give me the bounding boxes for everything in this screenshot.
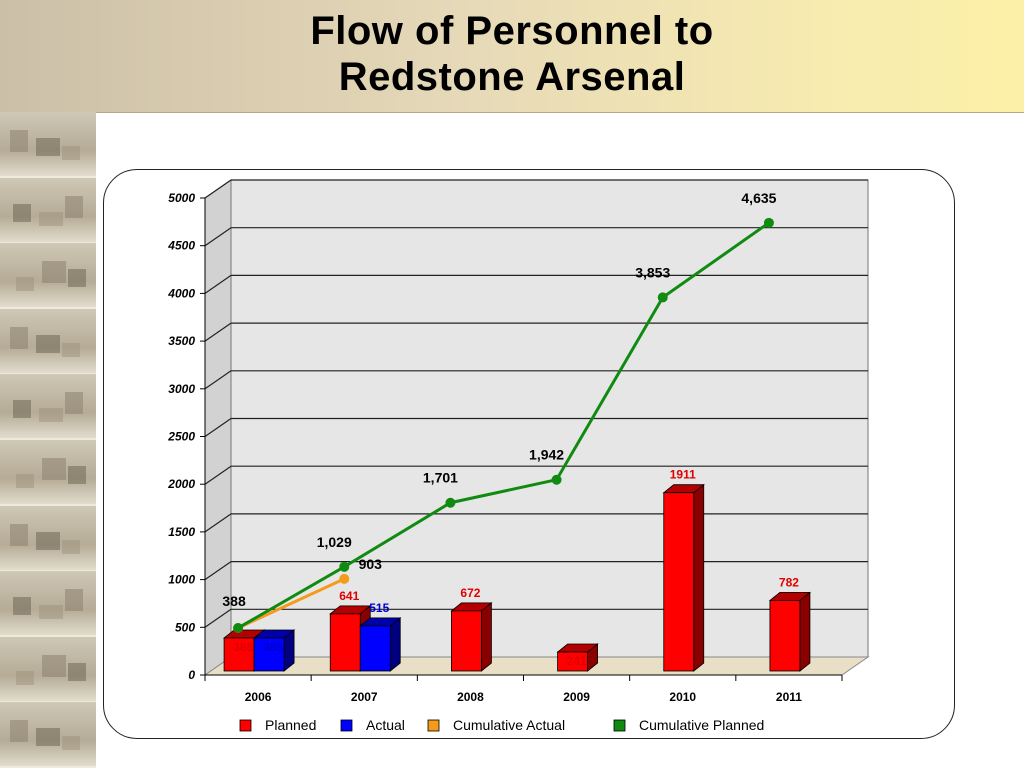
bar-side-planned-2011 <box>799 591 811 672</box>
soldiers-photo-icon <box>0 505 96 572</box>
title-bar: Flow of Personnel to Redstone Arsenal <box>0 0 1024 113</box>
bar-planned-2006 <box>223 637 255 672</box>
data-label-planned-2009: 241 <box>567 654 587 668</box>
line-cumulative-planned <box>237 221 770 630</box>
missile-photo-icon <box>0 571 96 638</box>
y-tick-label: 3500 <box>168 334 195 348</box>
legend-swatch-cumulative-planned <box>613 719 626 732</box>
legend-label-cumulative-actual: Cumulative Actual <box>453 717 565 733</box>
bar-planned-2009 <box>557 651 588 672</box>
y-tick-label: 1000 <box>168 573 195 587</box>
data-label-planned-2011: 782 <box>779 575 799 589</box>
aircraft-photo-icon <box>0 308 96 375</box>
y-tick-label: 2500 <box>167 430 195 444</box>
bar-side-planned-2010 <box>693 483 705 672</box>
gridline-side <box>204 274 232 294</box>
page-title: Flow of Personnel to Redstone Arsenal <box>0 8 1024 100</box>
decorative-photo-strip <box>0 112 96 768</box>
nasa-sign-photo-icon <box>0 440 96 506</box>
officers-photo-icon <box>0 374 96 441</box>
gridline-side <box>204 370 232 390</box>
data-label-planned-2007: 641 <box>339 589 359 603</box>
point-cumulative-planned-2008 <box>445 497 456 508</box>
legend-label-planned: Planned <box>265 717 316 733</box>
gridline-side <box>204 322 232 342</box>
page-title-line-2: Redstone Arsenal <box>338 55 686 99</box>
y-tick-label: 4000 <box>167 286 195 300</box>
data-label-planned-2008: 672 <box>460 586 480 600</box>
bar-side-planned-2008 <box>481 602 492 672</box>
bar-planned-2008 <box>451 610 482 672</box>
x-tick-label-2009: 2009 <box>563 690 590 704</box>
point-cumulative-planned-2006 <box>233 622 244 633</box>
building-photo-icon <box>0 177 96 244</box>
y-tick-label: 500 <box>175 620 195 634</box>
point-cumulative-planned-2007 <box>339 561 350 572</box>
data-label-cumulative-planned-2008: 1,701 <box>423 470 458 486</box>
x-tick-label-2008: 2008 <box>457 690 484 704</box>
y-tick-label: 0 <box>188 668 195 682</box>
bar-planned-2011 <box>769 599 801 672</box>
data-label-actual-2006: 388 <box>263 640 283 654</box>
page-title-line-1: Flow of Personnel to <box>310 9 714 53</box>
bar-actual-2006 <box>253 637 285 672</box>
bar-planned-2007 <box>329 613 361 672</box>
bar-actual-2007 <box>359 625 391 672</box>
data-label-cumulative-actual-2006: 388 <box>222 593 246 609</box>
truck-photo-icon <box>0 702 96 768</box>
gridline-side <box>204 513 232 533</box>
data-label-cumulative-planned-2010: 3,853 <box>635 264 670 280</box>
data-label-cumulative-planned-2007: 1,029 <box>317 534 352 550</box>
y-tick-label: 4500 <box>167 239 195 253</box>
gridline-side <box>204 608 232 628</box>
bar-planned-2010 <box>663 492 695 672</box>
rocket-photo-icon <box>0 243 96 310</box>
gridline-side <box>204 179 232 199</box>
data-label-cumulative-planned-2011: 4,635 <box>741 190 776 206</box>
warehouse-photo-icon <box>0 112 96 178</box>
y-tick-label: 3000 <box>168 382 195 396</box>
point-cumulative-planned-2011 <box>763 217 774 228</box>
x-tick-label-2006: 2006 <box>245 690 272 704</box>
x-tick-label-2007: 2007 <box>351 690 378 704</box>
point-cumulative-planned-2010 <box>657 292 668 303</box>
gridline-side <box>204 227 232 247</box>
y-tick-label: 1500 <box>168 525 195 539</box>
point-cumulative-planned-2009 <box>551 474 562 485</box>
data-label-actual-2007: 515 <box>369 601 389 615</box>
helicopter-photo-icon <box>0 636 96 703</box>
data-label-planned-2006: 388 <box>233 640 253 654</box>
bar-side-actual-2007 <box>389 617 401 672</box>
legend-label-actual: Actual <box>366 717 405 733</box>
legend-swatch-planned <box>239 719 252 732</box>
legend-swatch-cumulative-actual <box>427 719 440 732</box>
data-label-planned-2010: 1911 <box>670 468 696 482</box>
legend-label-cumulative-planned: Cumulative Planned <box>639 717 764 733</box>
y-tick-label: 5000 <box>168 191 195 205</box>
x-tick-label-2010: 2010 <box>669 690 696 704</box>
gridline-side <box>204 465 232 485</box>
data-label-cumulative-actual-2007: 903 <box>359 556 383 572</box>
point-cumulative-actual-2007 <box>339 573 350 584</box>
x-tick-label-2011: 2011 <box>776 690 802 704</box>
y-tick-label: 2000 <box>167 477 195 491</box>
legend-swatch-actual <box>340 719 353 732</box>
chart-floor <box>203 656 870 676</box>
line-cumulative-actual <box>237 577 345 630</box>
gridline-side <box>204 418 232 437</box>
gridline-side <box>204 561 232 581</box>
data-label-cumulative-planned-2009: 1,942 <box>529 447 564 463</box>
